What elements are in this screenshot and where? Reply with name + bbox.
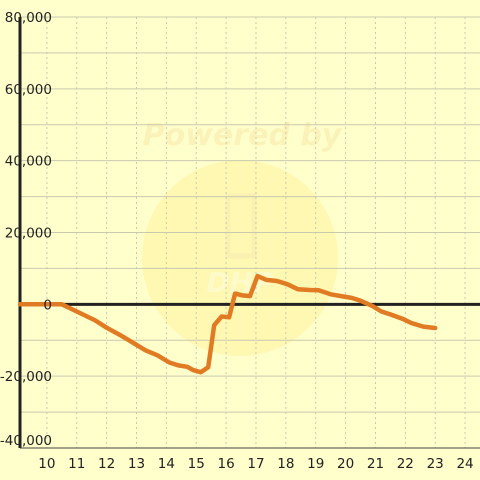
tick-labels: -40,000 -20,000 0 20,000 40,000 60,000 80,000 1… — [0, 10, 474, 472]
grid — [20, 16, 480, 448]
y-tick-label: 80,000 — [5, 10, 52, 26]
x-tick-label: 13 — [128, 456, 145, 472]
x-tick-label: 23 — [427, 456, 444, 472]
x-tick-label: 22 — [397, 456, 414, 472]
x-tick-label: 19 — [307, 456, 324, 472]
x-tick-label: 21 — [367, 456, 384, 472]
y-tick-label: 60,000 — [5, 82, 52, 98]
watermark-line1: Powered by — [143, 118, 343, 153]
watermark: Powered by DHP — [142, 118, 343, 356]
axes — [18, 17, 480, 449]
y-tick-label: 40,000 — [5, 154, 52, 170]
y-tick-label: -40,000 — [0, 433, 52, 449]
x-tick-label: 20 — [337, 456, 354, 472]
x-tick-label: 18 — [277, 456, 294, 472]
x-tick-label: 11 — [68, 456, 85, 472]
watermark-logo-icon — [225, 193, 257, 259]
y-tick-label: -20,000 — [0, 369, 52, 385]
x-tick-label: 15 — [188, 456, 205, 472]
y-tick-label: 20,000 — [5, 226, 52, 242]
x-tick-label: 17 — [247, 456, 264, 472]
x-tick-label: 14 — [158, 456, 175, 472]
x-tick-label: 24 — [456, 456, 473, 472]
series-line — [17, 273, 438, 375]
x-tick-label: 10 — [38, 456, 55, 472]
x-tick-label: 12 — [98, 456, 115, 472]
y-tick-label: 0 — [43, 297, 52, 313]
series-layer — [17, 273, 438, 375]
x-tick-label: 16 — [218, 456, 235, 472]
